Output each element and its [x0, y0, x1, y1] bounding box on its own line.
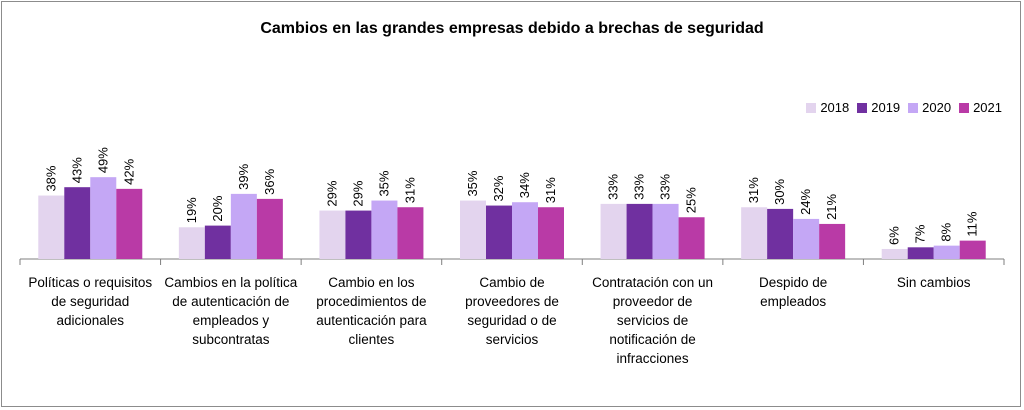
category-label: Sin cambios	[896, 275, 971, 290]
legend-swatch	[857, 102, 868, 113]
legend-label: 2019	[871, 100, 901, 115]
data-label: 29%	[324, 180, 339, 206]
data-label: 21%	[824, 193, 839, 219]
bar-2019-5	[767, 208, 794, 259]
data-label: 31%	[543, 177, 558, 203]
legend-label: 2020	[922, 100, 952, 115]
data-label: 8%	[939, 222, 954, 241]
bar-2021-1	[256, 198, 283, 259]
data-label: 24%	[798, 188, 813, 214]
data-label: 31%	[402, 177, 417, 203]
data-label: 7%	[913, 224, 928, 243]
data-label: 35%	[376, 170, 391, 196]
bar-2018-6	[881, 248, 908, 259]
bar-2019-3	[486, 205, 512, 259]
legend-item-2019: 2019	[857, 100, 900, 115]
bar-2020-1	[230, 193, 257, 259]
legend-item-2018: 2018	[806, 100, 849, 115]
data-label: 38%	[43, 165, 58, 191]
category-label: Cambios en la política de autenticación …	[164, 275, 298, 347]
bar-2021-4	[678, 217, 705, 259]
bar-2018-0	[38, 195, 65, 259]
bar-2021-0	[116, 188, 143, 259]
bar-2019-4	[626, 203, 653, 259]
data-label: 20%	[210, 195, 225, 221]
bar-2019-2	[345, 210, 372, 259]
bar-2020-2	[371, 200, 398, 259]
bar-2021-2	[397, 207, 424, 259]
bar-2018-4	[600, 203, 627, 259]
data-label: 6%	[887, 226, 902, 245]
data-label: 19%	[184, 197, 199, 223]
category-label: Despido de empleados	[758, 275, 828, 309]
data-label: 30%	[772, 178, 787, 204]
data-label: 32%	[491, 175, 506, 201]
category-label: Políticas o requisitos de seguridad adic…	[28, 275, 153, 328]
data-label: 42%	[121, 158, 136, 184]
bar-2020-3	[512, 202, 538, 259]
data-label: 49%	[95, 147, 110, 173]
bar-2021-6	[959, 240, 986, 259]
legend-swatch	[908, 102, 919, 113]
bar-2021-3	[538, 207, 564, 259]
data-label: 31%	[746, 177, 761, 203]
data-label: 25%	[684, 187, 699, 213]
data-label: 33%	[658, 173, 673, 199]
category-label: Contratación con un proveedor de servici…	[592, 275, 713, 366]
data-label: 33%	[632, 173, 647, 199]
legend-swatch	[959, 102, 970, 113]
chart-legend: 2018 2019 2020 2021	[806, 100, 1002, 115]
data-label: 29%	[350, 180, 365, 206]
bar-2018-2	[319, 210, 346, 259]
legend-item-2020: 2020	[908, 100, 951, 115]
bar-2018-3	[460, 200, 486, 259]
bar-2018-1	[178, 227, 205, 259]
chart-title: Cambios en las grandes empresas debido a…	[260, 20, 764, 37]
legend-label: 2018	[820, 100, 850, 115]
data-label: 34%	[517, 172, 532, 198]
data-label: 33%	[606, 173, 621, 199]
legend-swatch	[806, 102, 817, 113]
data-label: 36%	[262, 168, 277, 194]
bar-2019-6	[907, 247, 934, 259]
bar-2020-5	[793, 218, 820, 259]
bar-2020-4	[652, 203, 679, 259]
bar-2020-6	[933, 245, 960, 259]
category-label: Cambio de proveedores de seguridad o de …	[465, 275, 559, 347]
data-label: 35%	[465, 170, 480, 196]
data-label: 43%	[69, 157, 84, 183]
legend-item-2021: 2021	[959, 100, 1002, 115]
legend-label: 2021	[973, 100, 1002, 115]
bar-2018-5	[741, 207, 768, 259]
bar-2021-5	[819, 223, 846, 259]
data-label: 11%	[965, 211, 980, 236]
bar-2019-1	[204, 225, 231, 259]
category-label: Cambio en los procedimientos de autentic…	[316, 275, 427, 347]
bar-2020-0	[90, 177, 117, 259]
bar-2019-0	[64, 187, 91, 259]
data-label: 39%	[236, 163, 251, 189]
